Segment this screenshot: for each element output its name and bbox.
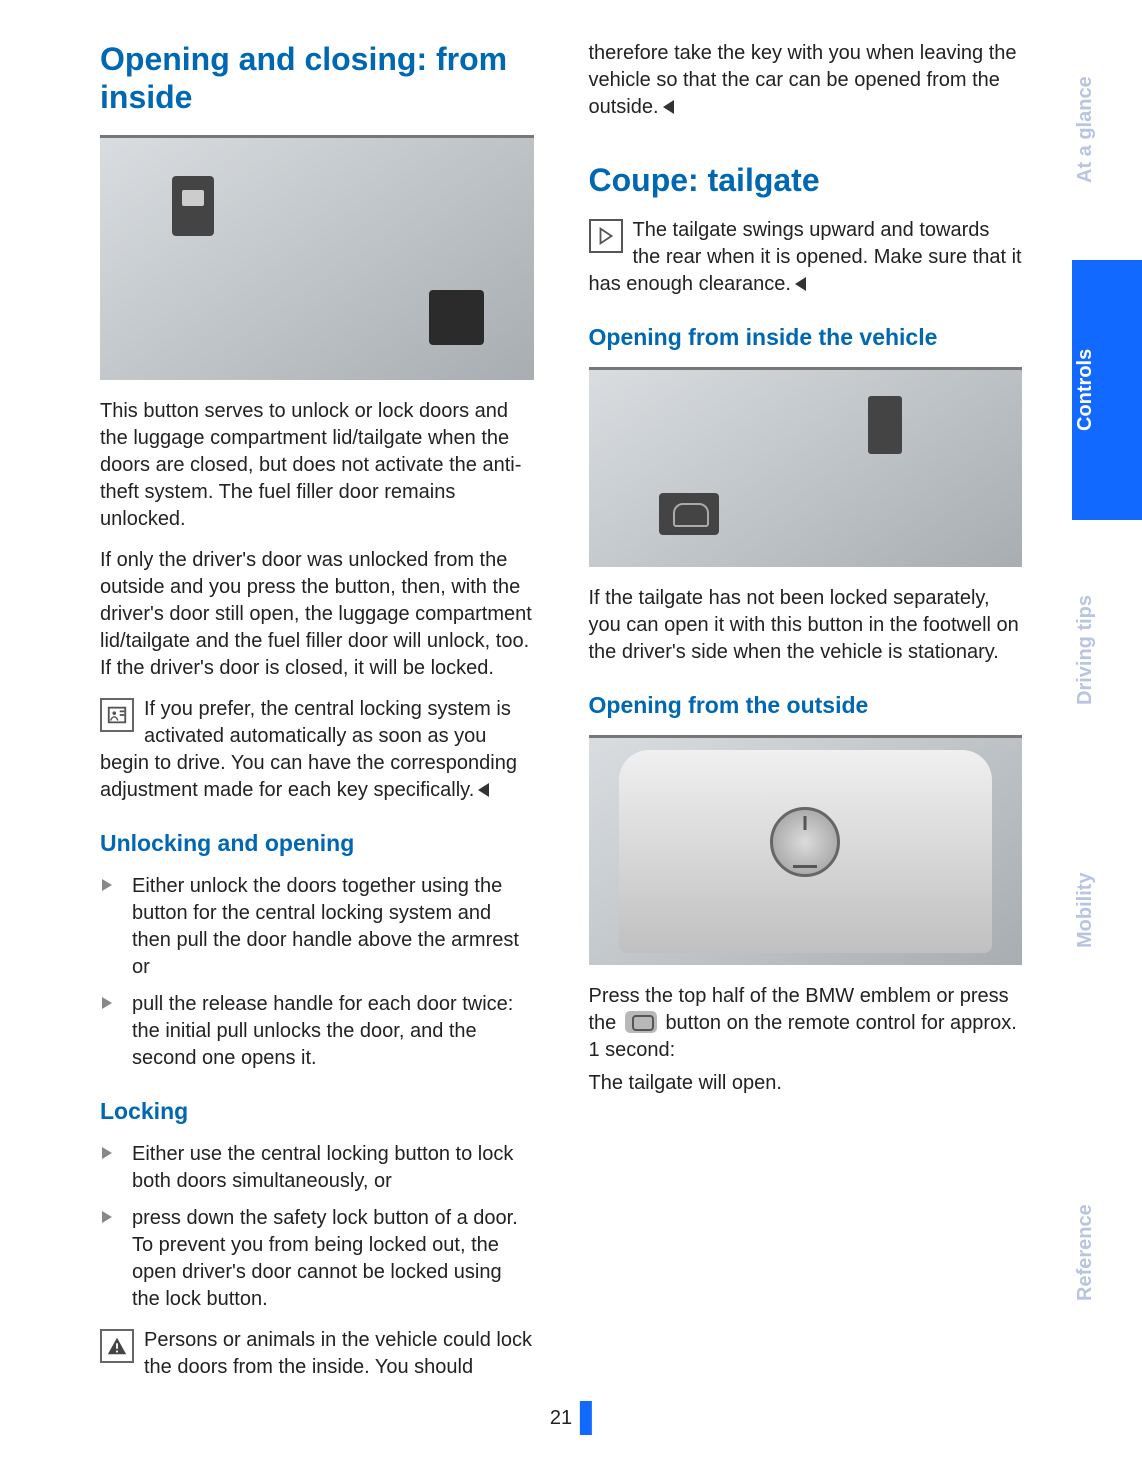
remote-button-icon <box>625 1011 657 1033</box>
paragraph-text: therefore take the key with you when lea… <box>589 42 1017 118</box>
pillar-button-icon <box>868 396 902 454</box>
tip-block: The tailgate swings upward and towards t… <box>589 217 1023 298</box>
list-item: pull the release handle for each door tw… <box>100 991 534 1072</box>
subheading: Opening from the outside <box>589 690 1023 721</box>
paragraph: The tailgate will open. <box>589 1070 1023 1097</box>
tab-controls[interactable]: Controls <box>1072 260 1142 520</box>
tab-at-a-glance[interactable]: At a glance <box>1072 0 1142 260</box>
list-item: press down the safety lock button of a d… <box>100 1205 534 1313</box>
bullet-list: Either use the central locking button to… <box>100 1141 534 1313</box>
section-heading: Coupe: tailgate <box>589 161 1023 199</box>
paragraph: therefore take the key with you when lea… <box>589 40 1023 121</box>
tip-icon <box>589 219 623 253</box>
paragraph: If only the driver's door was unlocked f… <box>100 547 534 682</box>
shifter-icon <box>429 290 484 345</box>
key-profile-icon <box>100 698 134 732</box>
right-column: therefore take the key with you when lea… <box>589 40 1023 1435</box>
side-tab-strip: At a glance Controls Driving tips Mobili… <box>1072 0 1142 1465</box>
subheading: Opening from inside the vehicle <box>589 322 1023 353</box>
tailgate-button-icon <box>659 493 719 535</box>
tab-driving-tips[interactable]: Driving tips <box>1072 520 1142 780</box>
paragraph: If the tailgate has not been locked sepa… <box>589 585 1023 666</box>
left-column: Opening and closing: from inside This bu… <box>100 40 534 1435</box>
figure-center-console <box>100 135 534 380</box>
figure-rear-emblem <box>589 735 1023 965</box>
tab-mobility[interactable]: Mobility <box>1072 780 1142 1040</box>
end-marker-icon <box>478 783 489 797</box>
lock-button-icon <box>172 176 214 236</box>
warning-text: Persons or animals in the vehicle could … <box>144 1329 532 1378</box>
page-number: 21 <box>550 1405 572 1432</box>
note-block: If you prefer, the central locking syste… <box>100 696 534 804</box>
bmw-emblem-icon <box>770 807 840 877</box>
paragraph: This button serves to unlock or lock doo… <box>100 398 534 533</box>
page: Opening and closing: from inside This bu… <box>0 0 1142 1465</box>
page-number-bar-icon <box>580 1401 592 1435</box>
warning-block: Persons or animals in the vehicle could … <box>100 1327 534 1381</box>
section-heading: Opening and closing: from inside <box>100 40 534 117</box>
content-area: Opening and closing: from inside This bu… <box>0 0 1072 1465</box>
tab-reference[interactable]: Reference <box>1072 1040 1142 1465</box>
end-marker-icon <box>795 277 806 291</box>
subheading: Locking <box>100 1096 534 1127</box>
warning-icon <box>100 1329 134 1363</box>
subheading: Unlocking and opening <box>100 828 534 859</box>
page-number-block: 21 <box>550 1401 592 1435</box>
list-item: Either use the central locking button to… <box>100 1141 534 1195</box>
bullet-list: Either unlock the doors together using t… <box>100 873 534 1072</box>
figure-footwell-button <box>589 367 1023 567</box>
note-text: If you prefer, the central locking syste… <box>100 698 517 801</box>
end-marker-icon <box>663 100 674 114</box>
list-item: Either unlock the doors together using t… <box>100 873 534 981</box>
paragraph: Press the top half of the BMW emblem or … <box>589 983 1023 1064</box>
